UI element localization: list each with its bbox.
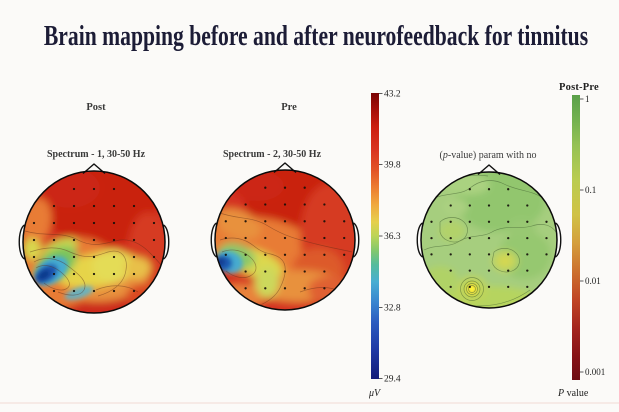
svg-text:P value: P value [557, 388, 589, 399]
svg-text:Pre: Pre [281, 102, 297, 113]
svg-text:0.1: 0.1 [585, 185, 596, 195]
svg-text:32.8: 32.8 [384, 304, 401, 314]
svg-text:29.4: 29.4 [384, 375, 401, 385]
svg-text:36.3: 36.3 [384, 232, 401, 242]
svg-text:Post: Post [86, 102, 106, 113]
svg-text:0.01: 0.01 [585, 276, 601, 286]
svg-text:Spectrum - 1, 30-50 Hz: Spectrum - 1, 30-50 Hz [47, 149, 146, 160]
svg-text:μV: μV [368, 388, 382, 399]
svg-text:Post-Pre: Post-Pre [559, 82, 599, 93]
svg-text:0.001: 0.001 [585, 367, 605, 377]
svg-text:Spectrum - 2, 30-50 Hz: Spectrum - 2, 30-50 Hz [223, 149, 322, 160]
svg-text:1: 1 [585, 94, 590, 104]
svg-text:43.2: 43.2 [384, 90, 401, 100]
svg-text:39.8: 39.8 [384, 161, 401, 171]
svg-text:(p-value) param with no: (p-value) param with no [440, 150, 537, 161]
